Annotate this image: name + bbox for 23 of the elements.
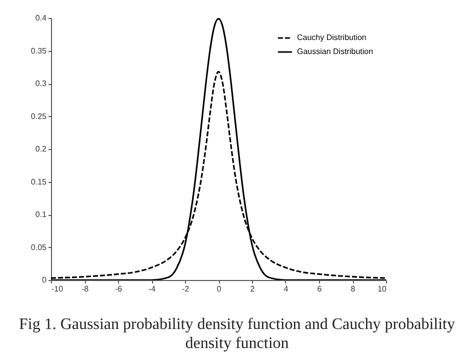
y-tick-label: 0.15 xyxy=(30,177,48,186)
x-tick-label: 2 xyxy=(250,284,256,294)
legend-label: Gaussian Distribution xyxy=(297,47,374,56)
x-tick-label: -8 xyxy=(81,284,90,294)
x-tick-label: 6 xyxy=(317,284,322,294)
x-tick-label: -10 xyxy=(52,284,64,294)
y-tick-label: 0 xyxy=(42,276,48,284)
legend-label: Cauchy Distribution xyxy=(297,33,366,42)
x-tick-label: 0 xyxy=(216,284,222,294)
y-tick-label: 0.3 xyxy=(35,79,48,88)
y-tick-label: 0.35 xyxy=(30,46,48,56)
x-tick-label: -4 xyxy=(148,284,156,294)
x-tick-label: -6 xyxy=(114,284,123,294)
y-tick-label: 0.05 xyxy=(30,242,48,252)
y-tick-label: 0.4 xyxy=(35,14,48,22)
x-tick-label: 4 xyxy=(284,284,289,294)
x-tick-label: 10 xyxy=(378,284,388,294)
x-tick-label: 8 xyxy=(350,284,356,294)
y-tick-label: 0.1 xyxy=(35,210,48,219)
y-tick-label: 0.25 xyxy=(30,112,48,121)
x-tick-label: -2 xyxy=(182,284,190,294)
caption: Fig 1. Gaussian probability density function and Cauchy probability density function xyxy=(18,315,456,353)
y-tick-label: 0.2 xyxy=(35,144,48,154)
